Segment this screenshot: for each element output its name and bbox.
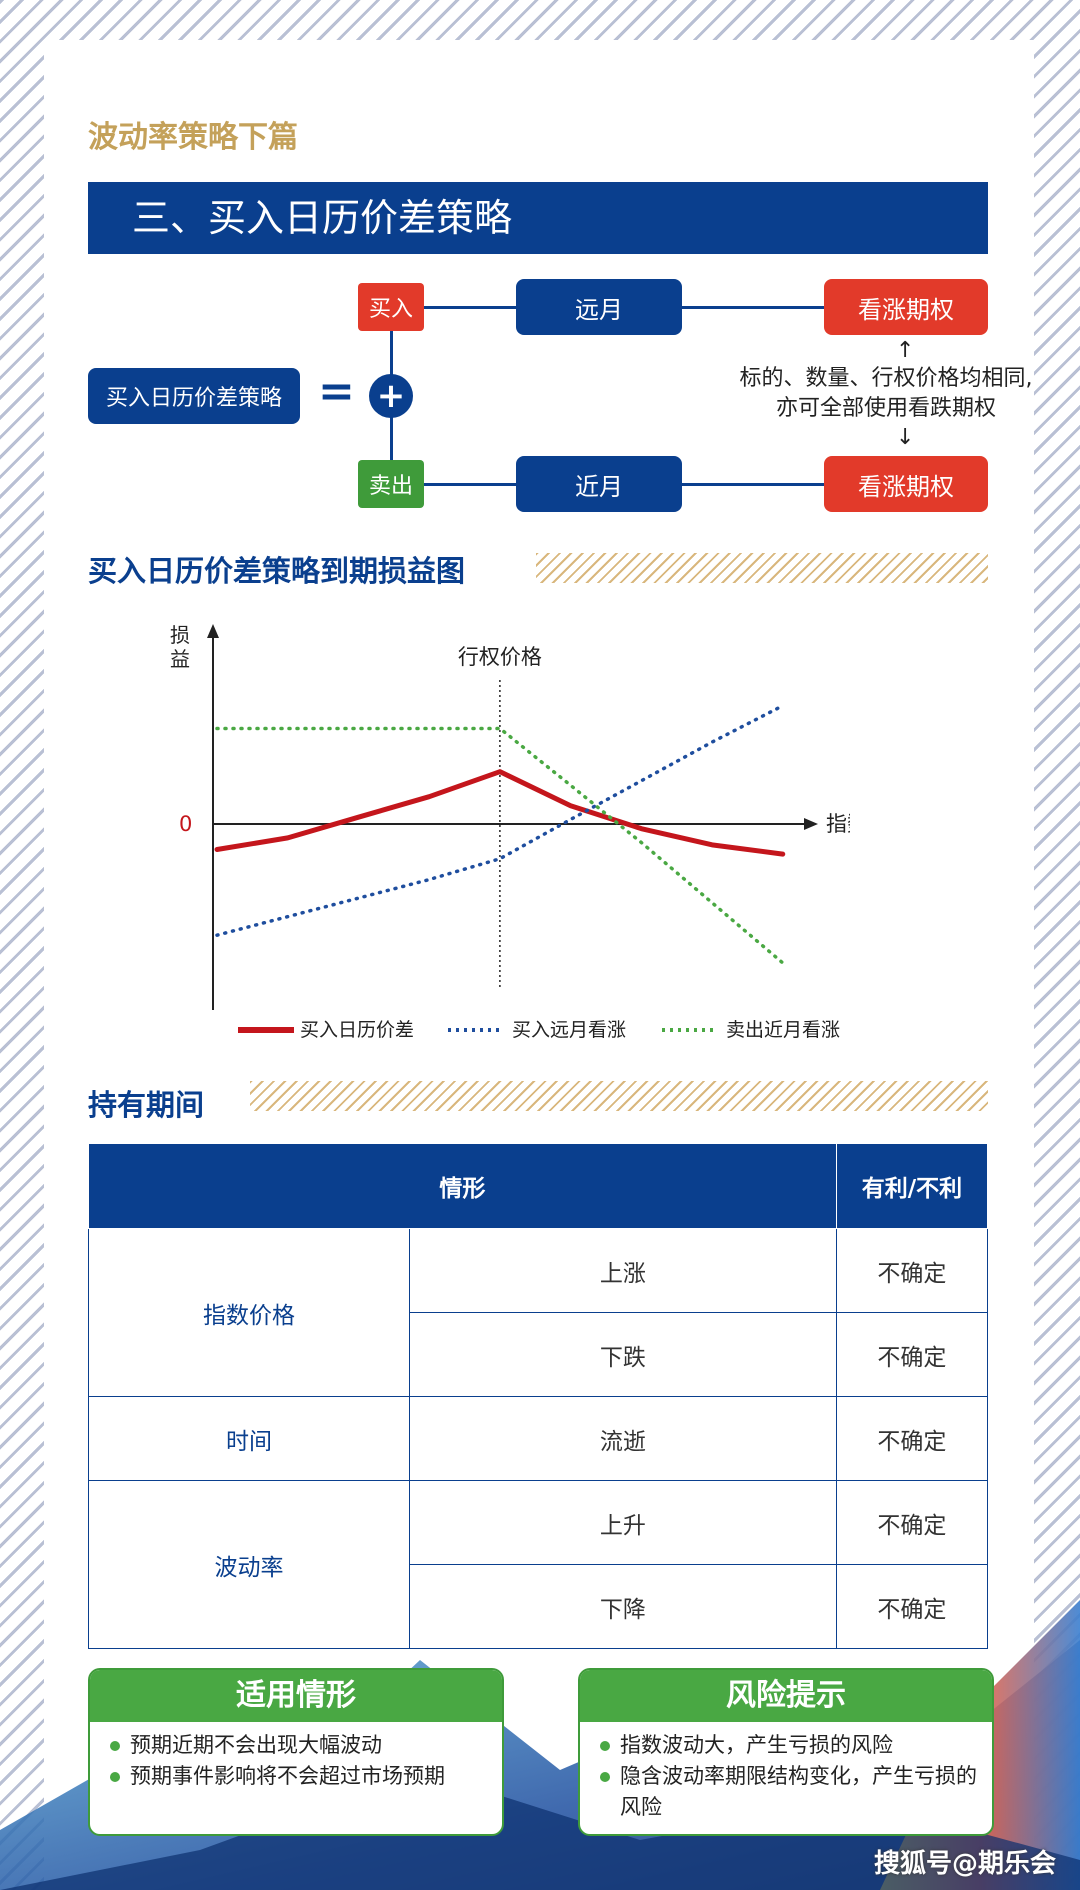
header-situation: 情形 [88,1143,837,1229]
risk-list: 指数波动大，产生亏损的风险 隐含波动率期限结构变化，产生亏损的风险 [580,1730,992,1823]
series-line-0 [214,769,786,857]
near-month-box: 近月 [516,456,682,512]
factor-cell: 指数价格 [88,1228,410,1397]
series-layer [214,703,786,965]
case-cell: 下降 [409,1564,837,1649]
legend-label-buy-far: 买入远月看涨 [512,1019,627,1041]
list-item: 预期近期不会出现大幅波动 [110,1730,488,1761]
series-line-2 [215,726,785,965]
case-cell: 上升 [409,1480,837,1565]
holding-section-title: 持有期间 [88,1088,205,1122]
strike-label: 行权价格 [458,645,542,669]
holding-table: 情形 有利/不利 指数价格 上涨 不确定 下跌 不确定 时间 流逝 不确定 波动… [88,1143,989,1649]
table-header-row: 情形 有利/不利 [88,1143,989,1229]
legend-swatch-spread [238,1027,294,1033]
legend-label-spread: 买入日历价差 [300,1019,415,1041]
list-item: 隐含波动率期限结构变化，产生亏损的风险 [600,1761,978,1823]
list-item: 指数波动大，产生亏损的风险 [600,1730,978,1761]
arrow-up-icon: ↑ [896,338,915,363]
risk-card-title: 风险提示 [580,1670,992,1722]
factor-cell: 时间 [88,1396,410,1481]
legend-swatch-buy-far [448,1028,504,1032]
zero-label: 0 [179,812,192,836]
table-row: 波动率 上升 不确定 [88,1480,989,1649]
call-option-top: 看涨期权 [824,279,988,335]
x-axis-arrow [804,818,818,830]
sell-tag: 卖出 [358,460,424,508]
result-cell: 不确定 [835,1480,989,1565]
result-cell: 不确定 [835,1396,989,1481]
case-cell: 流逝 [409,1396,837,1481]
y-axis-arrow [207,624,219,638]
buy-tag: 买入 [358,283,424,331]
note-line-1: 标的、数量、行权价格均相同, [739,366,1033,391]
result-cell: 不确定 [835,1228,989,1313]
diagram-note: 标的、数量、行权价格均相同, 亦可全部使用看跌期权 [716,364,1056,424]
result-cell: 不确定 [835,1564,989,1649]
case-cell: 上涨 [409,1228,837,1313]
chart-legend: 买入日历价差 买入远月看涨 卖出近月看涨 [238,1015,998,1045]
chart-section-title: 买入日历价差策略到期损益图 [88,554,466,588]
table-row: 时间 流逝 不确定 [88,1396,989,1481]
call-option-bottom: 看涨期权 [824,456,988,512]
pnl-chart: 损 益 指数价格 0 行权价格 [170,623,850,1010]
x-axis-label: 指数价格 [826,812,850,836]
risk-card: 风险提示 指数波动大，产生亏损的风险 隐含波动率期限结构变化，产生亏损的风险 [578,1668,994,1836]
factor-cell: 波动率 [88,1480,410,1649]
arrow-down-icon: ↓ [896,425,915,450]
table-row: 下降 不确定 [89,1564,989,1649]
plus-icon: + [369,374,413,418]
y-axis-label-2: 益 [170,647,190,671]
holding-title-hatch [250,1081,988,1111]
header-result: 有利/不利 [835,1143,989,1229]
equals-sign: = [318,366,355,417]
applicable-list: 预期近期不会出现大幅波动 预期事件影响将不会超过市场预期 [90,1730,502,1792]
legend-label-sell-near: 卖出近月看涨 [726,1019,841,1041]
table-row: 指数价格 上涨 不确定 [88,1228,989,1397]
note-line-2: 亦可全部使用看跌期权 [775,396,996,421]
result-cell: 不确定 [835,1312,989,1397]
series-line-1 [215,703,785,937]
chart-title-hatch [536,553,988,583]
list-item: 预期事件影响将不会超过市场预期 [110,1761,488,1792]
applicable-card: 适用情形 预期近期不会出现大幅波动 预期事件影响将不会超过市场预期 [88,1668,504,1836]
watermark: 搜狐号@期乐会 [873,1849,1056,1879]
strategy-label-box: 买入日历价差策略 [88,368,300,424]
case-cell: 下跌 [409,1312,837,1397]
section-title: 三、买入日历价差策略 [88,182,988,254]
series-title: 波动率策略下篇 [88,120,298,155]
legend-swatch-sell-near [662,1028,718,1032]
far-month-box: 远月 [516,279,682,335]
applicable-card-title: 适用情形 [90,1670,502,1722]
y-axis-label-1: 损 [170,623,190,647]
